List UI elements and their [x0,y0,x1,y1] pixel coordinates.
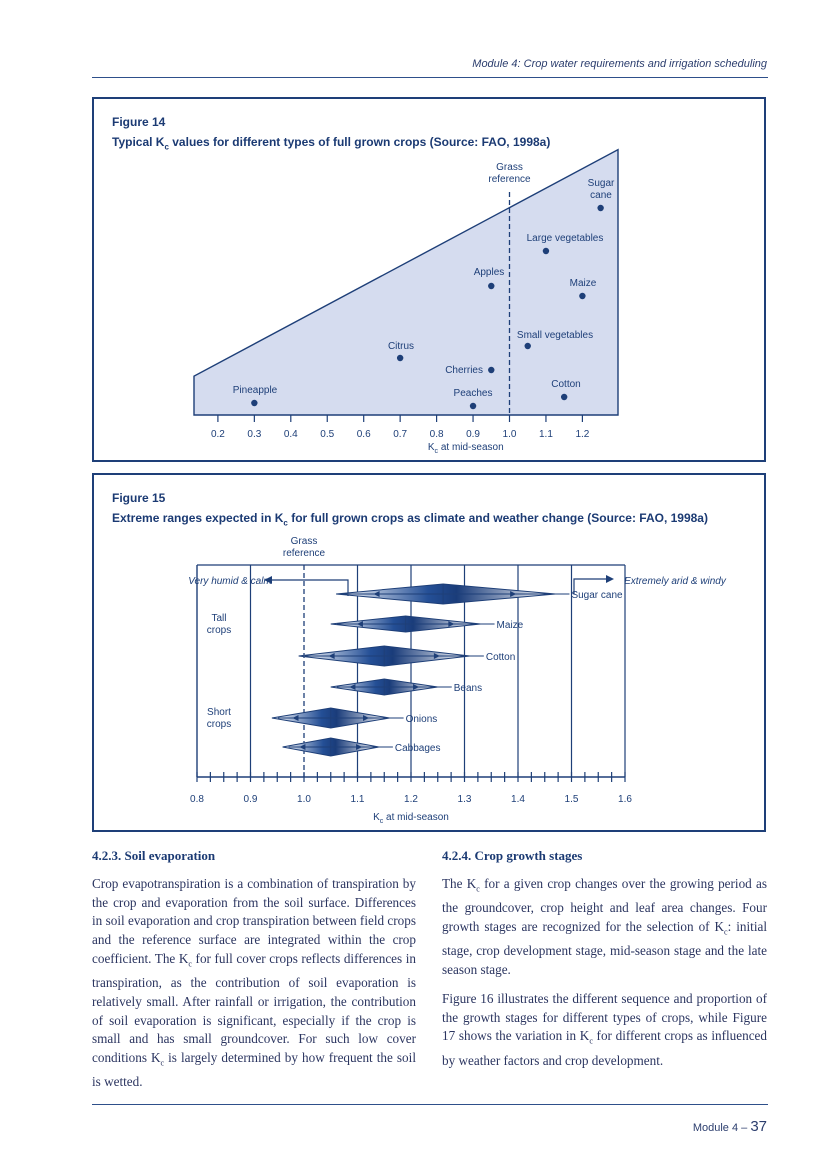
grass-reference-label-2: reference [283,548,326,559]
crop-point [579,292,586,300]
figure-15-title: Extreme ranges expected in Kc for full g… [112,511,708,528]
humid-arrow-line [270,579,349,596]
crop-point [524,342,531,350]
figure-14-label: Figure 14 [112,115,166,129]
arid-arrow-line [573,578,608,594]
x-tick-label: 1.0 [297,794,311,805]
crop-label: Cherries [445,365,483,376]
short-crops-label-1: Short [207,707,231,718]
x-tick-label: 1.1 [351,794,365,805]
footer-rule [92,1104,768,1105]
range-arrow-right [510,591,517,597]
range-arrow-left [292,715,299,721]
x-tick-label: 0.3 [247,429,261,440]
tall-crops-label-1: Tall [211,613,226,624]
crop-point [488,366,495,374]
figure-14-title: Typical Kc values for different types of… [112,135,551,152]
x-tick-label: 0.8 [190,794,204,805]
x-tick-label: 0.4 [284,429,298,440]
crop-point [597,204,604,212]
crop-label: Beans [454,683,482,694]
section-4-2-4-paragraph-1: The Kc for a given crop changes over the… [442,876,767,978]
humid-calm-label: Very humid & calm [188,576,272,587]
section-4-2-3-paragraph: Crop evapotranspiration is a combination… [92,876,416,1090]
range-arrow-left [373,591,380,597]
crop-label: Large vegetables [527,233,604,244]
crop-label: Small vegetables [517,330,593,341]
short-crops-label-2: crops [207,719,231,730]
crop-label: Citrus [388,341,414,352]
x-tick-label: 0.5 [320,429,334,440]
crop-point [488,282,495,290]
x-tick-label: 1.0 [503,429,517,440]
x-tick-label: 0.8 [430,429,444,440]
tall-crops-label-2: crops [207,625,231,636]
crop-label: Pineapple [233,385,278,396]
arid-windy-label: Extremely arid & windy [624,576,727,587]
x-tick-label: 1.4 [511,794,525,805]
x-tick-label: 1.6 [618,794,632,805]
x-tick-label: 1.2 [404,794,418,805]
x-tick-label: 0.6 [357,429,371,440]
figure-15-chart: 0.8 0.9 1.0 1.1 1.2 1.3 1.4 1.5 1.6 Grassreferenc… [188,536,727,825]
range-arrow-right [356,744,363,750]
figure-15: Figure 15 Extreme ranges expected in Kc … [92,473,766,832]
x-tick-label: 0.9 [466,429,480,440]
range-arrow-left [349,684,356,690]
x-axis-label: Kc at mid-season [428,442,504,455]
range-arrow-left [356,621,363,627]
crop-label: Peaches [454,388,493,399]
crop-label: Sugar cane [571,590,623,601]
footer: Module 4 – 37 [693,1118,767,1135]
crop-label: Onions [406,714,438,725]
section-4-2-3-text: Crop evapotranspiration is a combination… [92,875,416,1092]
range-arrow-right [413,684,420,690]
range-arrow-right [448,621,455,627]
crop-point [396,354,404,362]
x-tick-label: 0.7 [393,429,407,440]
grass-reference-label-1: Grass [291,536,318,547]
page-number: 37 [750,1118,767,1135]
x-tick-label: 1.2 [575,429,589,440]
grass-reference-label-1: Grass [496,162,523,173]
crop-label-line2: cane [590,190,612,201]
x-tick-label: 1.1 [539,429,553,440]
crop-point [251,399,258,407]
grass-reference-label-2: reference [488,174,531,185]
crop-label: Apples [474,267,505,278]
crop-label: Cotton [551,379,580,390]
section-4-2-3-heading: 4.2.3. Soil evaporation [92,848,216,863]
range-arrow-right [433,653,440,659]
arid-arrow-head [606,575,614,583]
section-4-2-4-heading: 4.2.4. Crop growth stages [442,848,583,863]
crop-point [469,402,477,410]
crop-point [560,393,568,401]
figure-15-label: Figure 15 [112,491,166,505]
x-tick-label: 0.9 [244,794,258,805]
crop-label: Maize [497,620,524,631]
crop-label: Maize [570,278,597,289]
footer-module: Module 4 – [692,1122,751,1134]
section-4-2-4-text: The Kc for a given crop changes over the… [442,875,767,1070]
range-arrow-left [328,653,335,659]
crop-label: Sugar [588,178,615,189]
x-axis-label: Kc at mid-season [373,812,449,825]
crop-point [542,247,550,255]
range-arrow-right [363,715,370,721]
humid-arrow-head [264,576,272,584]
crop-label: Cabbages [395,743,441,754]
header-rule [92,77,768,78]
figure-14: Figure 14 Typical Kc values for differen… [92,97,766,462]
range-arrow-left [299,744,306,750]
crop-label: Cotton [486,652,515,663]
section-4-2-4-paragraph-2: Figure 16 illustrates the different sequ… [442,990,767,1068]
kc-range-wedge [193,148,619,416]
x-tick-label: 1.5 [565,794,579,805]
x-tick-label: 1.3 [458,794,472,805]
x-tick-label: 0.2 [211,429,225,440]
running-header: Module 4: Crop water requirements and ir… [472,58,767,70]
